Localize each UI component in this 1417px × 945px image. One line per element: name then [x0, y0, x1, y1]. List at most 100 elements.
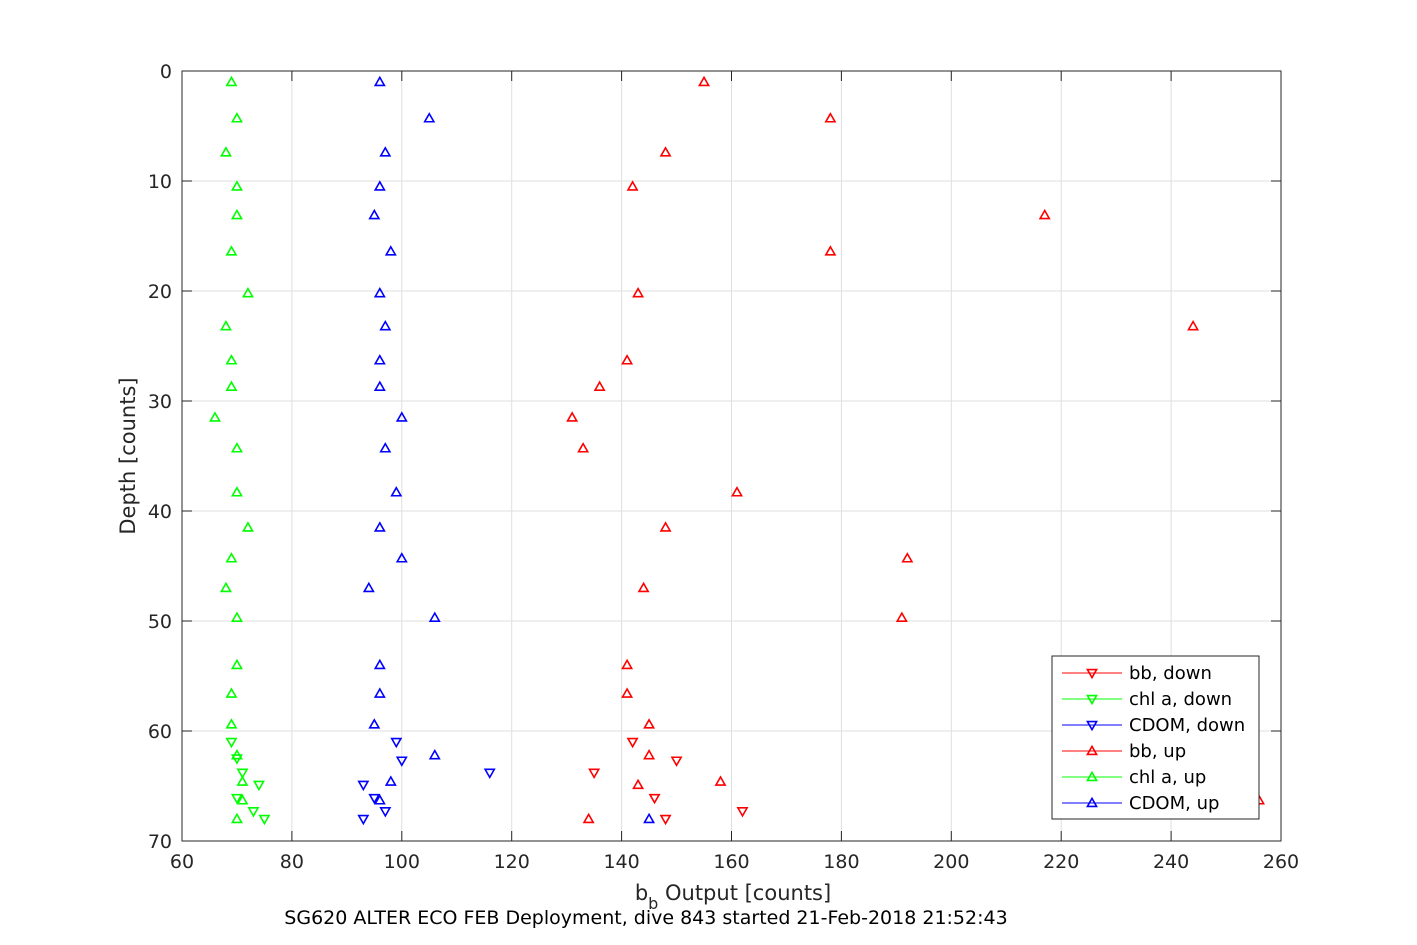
data-point [379, 442, 392, 453]
data-point [390, 486, 403, 497]
data-point [593, 380, 606, 391]
data-point [230, 486, 243, 497]
data-point [236, 768, 249, 780]
series-0 [588, 737, 749, 826]
y-tick-label: 60 [148, 721, 172, 743]
legend-marker [1086, 796, 1098, 808]
data-point [230, 112, 243, 123]
data-point [428, 611, 441, 622]
x-tick-label: 80 [280, 851, 304, 873]
data-point [736, 807, 749, 818]
data-point [566, 411, 579, 422]
data-point [483, 768, 496, 780]
data-point [659, 521, 672, 532]
data-point [373, 521, 386, 532]
data-point [390, 737, 403, 749]
data-point [357, 780, 370, 792]
series-1 [225, 737, 271, 826]
data-point [225, 687, 238, 698]
data-point [901, 552, 914, 563]
data-point [384, 775, 397, 786]
data-point [362, 581, 375, 593]
legend-marker [1086, 668, 1098, 680]
data-point [219, 146, 232, 157]
data-point [632, 778, 645, 790]
x-tick-label: 200 [933, 851, 969, 873]
data-point [626, 737, 639, 749]
legend-label: bb, down [1129, 663, 1212, 684]
data-point [230, 442, 243, 453]
x-tick-label: 240 [1153, 851, 1189, 873]
data-point [621, 658, 634, 670]
data-point [373, 286, 386, 298]
data-point [225, 245, 238, 256]
data-point [368, 793, 381, 805]
x-tick-label: 120 [494, 851, 530, 873]
data-point [230, 748, 243, 760]
y-tick-label: 20 [148, 281, 172, 303]
data-point [368, 208, 381, 220]
data-point [698, 75, 711, 87]
data-point [714, 775, 727, 786]
data-point [637, 581, 650, 593]
data-point [225, 737, 238, 749]
data-point [241, 521, 254, 532]
legend-label: CDOM, down [1129, 715, 1245, 736]
data-point [357, 814, 370, 826]
data-point [225, 354, 238, 365]
legend-label: CDOM, up [1129, 793, 1219, 814]
legend-marker [1086, 744, 1098, 756]
series-3 [566, 75, 1265, 824]
data-point [230, 658, 243, 670]
data-point [230, 793, 243, 805]
data-point [368, 718, 381, 729]
series-2 [357, 737, 496, 826]
data-point [373, 75, 386, 87]
data-point [621, 687, 634, 698]
data-point [423, 112, 436, 123]
data-point [428, 748, 441, 760]
data-point [230, 611, 243, 622]
data-point [670, 756, 683, 767]
data-point [230, 812, 243, 824]
data-point [230, 208, 243, 220]
y-tick-label: 70 [148, 831, 172, 853]
y-tick-label: 10 [148, 171, 172, 193]
data-point [395, 552, 408, 563]
data-point [219, 581, 232, 593]
legend-box [1051, 655, 1260, 820]
legend-marker [1086, 720, 1098, 732]
data-point [236, 775, 249, 786]
data-point [588, 768, 601, 780]
legend-label: chl a, up [1129, 767, 1206, 788]
data-point [824, 112, 837, 123]
legend-label: bb, up [1129, 741, 1186, 762]
data-point [643, 812, 656, 824]
data-point [236, 794, 249, 805]
data-point [659, 814, 672, 826]
data-point [225, 75, 238, 87]
data-point [632, 286, 645, 298]
legend-label: chl a, down [1129, 689, 1232, 710]
data-point [247, 807, 260, 818]
x-tick-label: 220 [1043, 851, 1079, 873]
data-point [219, 319, 232, 331]
y-tick-label: 50 [148, 611, 172, 633]
data-point [208, 411, 221, 422]
data-point [731, 486, 743, 497]
data-point [1187, 319, 1200, 331]
data-point [1038, 208, 1051, 220]
y-tick-label: 0 [160, 61, 172, 83]
axis-ticks: 60 80 100 120 140 160 180 200 220 240 260 0 10 20 30 40… [148, 61, 1299, 873]
data-point [373, 794, 386, 805]
data-point [379, 319, 392, 331]
y-tick-label: 30 [148, 391, 172, 413]
data-point [373, 380, 386, 391]
legend: bb, down chl a, down CDOM, down bb, up chl a… [1051, 655, 1260, 820]
data-point [373, 658, 386, 670]
data-point [225, 718, 238, 729]
data-point [373, 354, 386, 365]
y-tick-label: 40 [148, 501, 172, 523]
data-point [225, 552, 238, 563]
data-point [252, 780, 265, 792]
